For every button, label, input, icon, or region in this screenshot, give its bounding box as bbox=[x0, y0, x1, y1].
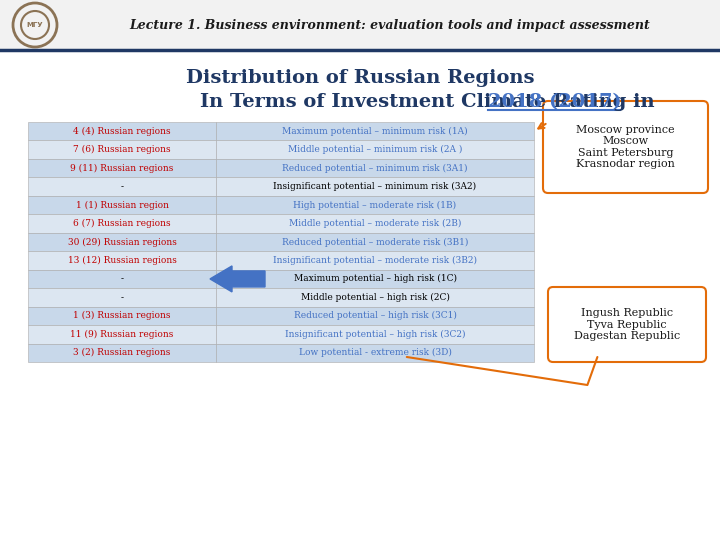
FancyBboxPatch shape bbox=[28, 269, 216, 288]
FancyBboxPatch shape bbox=[28, 122, 216, 140]
Text: 2018 (2017): 2018 (2017) bbox=[488, 93, 621, 111]
FancyBboxPatch shape bbox=[216, 140, 534, 159]
Text: Low potential - extreme risk (3D): Low potential - extreme risk (3D) bbox=[299, 348, 451, 357]
FancyBboxPatch shape bbox=[28, 177, 216, 196]
FancyBboxPatch shape bbox=[216, 307, 534, 325]
FancyBboxPatch shape bbox=[216, 122, 534, 140]
Text: Maximum potential – high risk (1C): Maximum potential – high risk (1C) bbox=[294, 274, 456, 284]
FancyBboxPatch shape bbox=[216, 177, 534, 196]
FancyBboxPatch shape bbox=[28, 214, 216, 233]
Text: High potential – moderate risk (1B): High potential – moderate risk (1B) bbox=[294, 200, 456, 210]
Text: 3 (2) Russian regions: 3 (2) Russian regions bbox=[73, 348, 171, 357]
FancyBboxPatch shape bbox=[216, 269, 534, 288]
FancyBboxPatch shape bbox=[216, 159, 534, 177]
FancyBboxPatch shape bbox=[216, 343, 534, 362]
FancyBboxPatch shape bbox=[216, 251, 534, 269]
Text: Distribution of Russian Regions: Distribution of Russian Regions bbox=[186, 69, 534, 87]
FancyBboxPatch shape bbox=[28, 233, 216, 251]
FancyBboxPatch shape bbox=[28, 251, 216, 269]
FancyBboxPatch shape bbox=[28, 140, 216, 159]
Text: Insignificant potential – high risk (3C2): Insignificant potential – high risk (3C2… bbox=[284, 330, 465, 339]
Text: Lecture 1. Business environment: evaluation tools and impact assessment: Lecture 1. Business environment: evaluat… bbox=[130, 18, 650, 31]
Text: Reduced potential – moderate risk (3B1): Reduced potential – moderate risk (3B1) bbox=[282, 238, 468, 247]
Text: 6 (7) Russian regions: 6 (7) Russian regions bbox=[73, 219, 171, 228]
FancyBboxPatch shape bbox=[28, 325, 216, 343]
FancyBboxPatch shape bbox=[28, 288, 216, 307]
Text: -: - bbox=[120, 274, 124, 284]
Text: МГУ: МГУ bbox=[27, 22, 43, 28]
Text: In Terms of Investment Climate Rating in: In Terms of Investment Climate Rating in bbox=[200, 93, 662, 111]
Text: 1 (1) Russian region: 1 (1) Russian region bbox=[76, 200, 168, 210]
Text: 9 (11) Russian regions: 9 (11) Russian regions bbox=[71, 164, 174, 173]
Text: Middle potential – high risk (2C): Middle potential – high risk (2C) bbox=[300, 293, 449, 302]
Text: 1 (3) Russian regions: 1 (3) Russian regions bbox=[73, 311, 171, 320]
FancyBboxPatch shape bbox=[28, 196, 216, 214]
FancyBboxPatch shape bbox=[216, 325, 534, 343]
Text: Reduced potential – high risk (3C1): Reduced potential – high risk (3C1) bbox=[294, 311, 456, 320]
FancyArrow shape bbox=[210, 266, 265, 292]
Text: Moscow province
Moscow
Saint Petersburg
Krasnodar region: Moscow province Moscow Saint Petersburg … bbox=[576, 125, 675, 170]
FancyBboxPatch shape bbox=[216, 288, 534, 307]
Text: Insignificant potential – minimum risk (3A2): Insignificant potential – minimum risk (… bbox=[274, 182, 477, 191]
Text: Reduced potential – minimum risk (3A1): Reduced potential – minimum risk (3A1) bbox=[282, 164, 468, 173]
Text: -: - bbox=[120, 182, 124, 191]
Text: 7 (6) Russian regions: 7 (6) Russian regions bbox=[73, 145, 171, 154]
FancyBboxPatch shape bbox=[216, 196, 534, 214]
Text: -: - bbox=[120, 293, 124, 302]
Text: Ingush Republic
Tyva Republic
Dagestan Republic: Ingush Republic Tyva Republic Dagestan R… bbox=[574, 308, 680, 341]
FancyBboxPatch shape bbox=[543, 101, 708, 193]
Text: Maximum potential – minimum risk (1A): Maximum potential – minimum risk (1A) bbox=[282, 127, 468, 136]
Text: 30 (29) Russian regions: 30 (29) Russian regions bbox=[68, 238, 176, 247]
FancyBboxPatch shape bbox=[28, 307, 216, 325]
FancyBboxPatch shape bbox=[28, 159, 216, 177]
Text: Middle potential – moderate risk (2B): Middle potential – moderate risk (2B) bbox=[289, 219, 462, 228]
Text: Middle potential – minimum risk (2A ): Middle potential – minimum risk (2A ) bbox=[288, 145, 462, 154]
FancyBboxPatch shape bbox=[28, 343, 216, 362]
FancyBboxPatch shape bbox=[216, 233, 534, 251]
Text: Insignificant potential – moderate risk (3B2): Insignificant potential – moderate risk … bbox=[273, 256, 477, 265]
Text: 4 (4) Russian regions: 4 (4) Russian regions bbox=[73, 127, 171, 136]
Text: 11 (9) Russian regions: 11 (9) Russian regions bbox=[71, 330, 174, 339]
FancyBboxPatch shape bbox=[548, 287, 706, 362]
FancyBboxPatch shape bbox=[0, 0, 720, 50]
Text: 13 (12) Russian regions: 13 (12) Russian regions bbox=[68, 256, 176, 265]
FancyBboxPatch shape bbox=[216, 214, 534, 233]
